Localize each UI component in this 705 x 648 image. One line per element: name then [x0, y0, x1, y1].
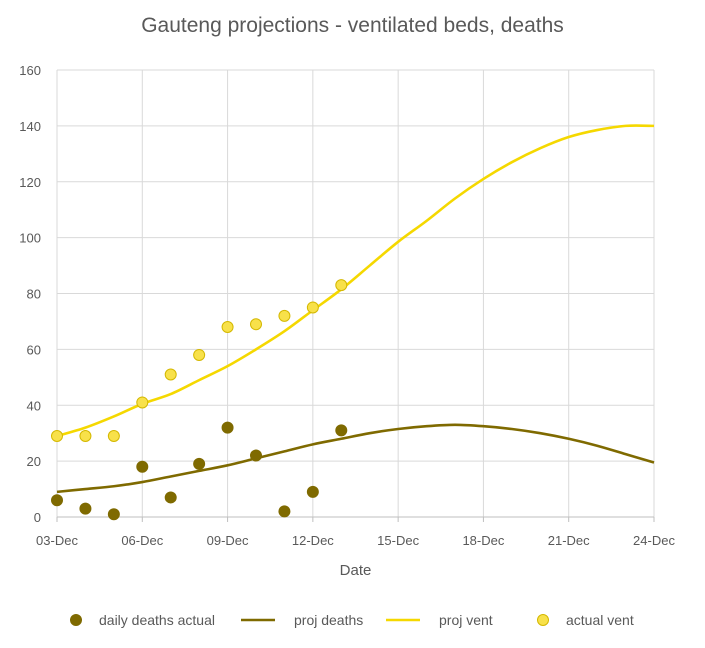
- actual-vent-point: [335, 279, 348, 292]
- grid-layer: [56, 69, 655, 517]
- legend-label-proj-vent: proj vent: [439, 612, 493, 628]
- legend-label-actual-vent: actual vent: [566, 612, 634, 628]
- daily-deaths-actual-point: [306, 485, 319, 498]
- legend-swatch-actual-vent: [537, 614, 549, 626]
- daily-deaths-actual-point: [221, 421, 234, 434]
- y-tick-label: 140: [19, 119, 41, 134]
- daily-deaths-actual-point: [335, 424, 348, 437]
- actual-vent-point: [79, 429, 92, 442]
- x-tick-label: 18-Dec: [462, 533, 504, 548]
- y-tick-label: 0: [34, 510, 41, 525]
- actual-vent-point: [250, 318, 262, 331]
- chart-title: Gauteng projections - ventilated beds, d…: [141, 14, 564, 37]
- actual-vent-point: [51, 429, 63, 442]
- legend-swatch-daily-deaths-actual: [70, 614, 82, 626]
- actual-vent-point: [107, 429, 120, 442]
- x-tick-label: 06-Dec: [121, 533, 163, 548]
- x-tick-label: 03-Dec: [36, 533, 78, 548]
- proj-deaths-line: [56, 423, 655, 494]
- legend: daily deaths actual proj deaths proj vent a…: [70, 612, 634, 628]
- daily-deaths-actual-point: [136, 460, 149, 473]
- daily-deaths-actual-point: [79, 502, 92, 515]
- x-tick-label: 12-Dec: [292, 533, 334, 548]
- y-tick-label: 20: [27, 454, 41, 469]
- x-axis-title: Date: [340, 562, 372, 579]
- legend-label-daily-deaths-actual: daily deaths actual: [99, 612, 215, 628]
- daily-deaths-actual-point: [51, 494, 63, 507]
- x-tick-label: 15-Dec: [377, 533, 419, 548]
- actual-vent-point: [193, 348, 206, 361]
- x-tick-label: 24-Dec: [633, 533, 675, 548]
- actual-vent-point: [278, 309, 291, 322]
- y-tick-label: 80: [27, 287, 41, 302]
- series-layer: [51, 124, 655, 521]
- actual-vent-point: [221, 321, 234, 334]
- x-tick-label: 21-Dec: [548, 533, 590, 548]
- y-tick-label: 120: [19, 175, 41, 190]
- daily-deaths-actual-point: [107, 508, 120, 521]
- y-tick-label: 40: [27, 398, 41, 413]
- actual-vent-point: [136, 396, 149, 409]
- actual-vent-point: [306, 301, 319, 314]
- x-tick-label: 09-Dec: [207, 533, 249, 548]
- y-tick-label: 100: [19, 231, 41, 246]
- daily-deaths-actual-point: [164, 491, 177, 504]
- y-tick-label: 60: [27, 342, 41, 357]
- proj-vent-line: [56, 124, 655, 438]
- daily-deaths-actual-point: [193, 457, 206, 470]
- axis-layer: 0 20 40 60 80 100 120 140 160 03-Dec 06-Dec 09-Dec 1…: [19, 63, 675, 548]
- y-tick-label: 160: [19, 63, 41, 78]
- daily-deaths-actual-point: [250, 449, 262, 462]
- actual-vent-point: [164, 368, 177, 381]
- daily-deaths-actual-point: [278, 505, 291, 518]
- legend-label-proj-deaths: proj deaths: [294, 612, 363, 628]
